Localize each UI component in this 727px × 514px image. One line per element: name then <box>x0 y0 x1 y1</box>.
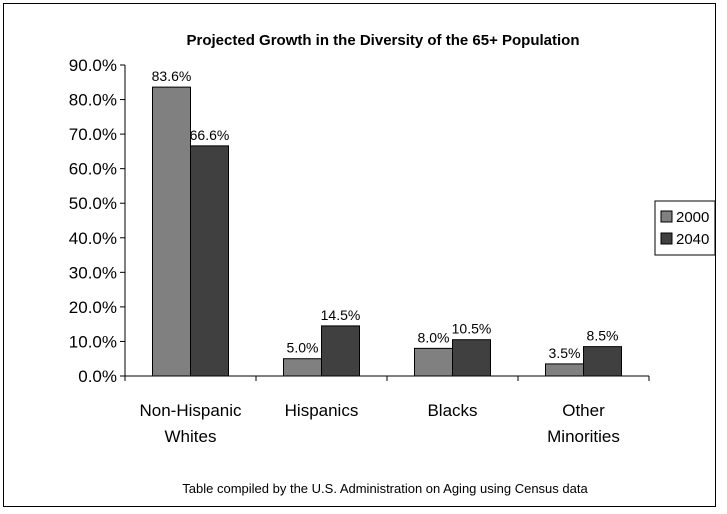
bar-2040 <box>583 346 622 377</box>
data-label: 66.6% <box>190 127 230 143</box>
legend-swatch-2040 <box>660 232 673 245</box>
data-labels: 83.6% 66.6% 5.0% 14.5% 8.0%10.5% 3.5% 8.5% <box>152 68 619 361</box>
bar-2040 <box>452 339 491 377</box>
bar-2000 <box>545 363 584 377</box>
bar-2040 <box>321 325 360 377</box>
category-label: Whites <box>165 427 217 446</box>
legend-swatch-2000 <box>660 210 673 223</box>
category-label: Other <box>562 401 605 420</box>
y-tick-label: 40.0% <box>69 229 117 248</box>
category-label: Hispanics <box>285 401 359 420</box>
bar-2000 <box>283 358 322 377</box>
category-label: Non-Hispanic <box>139 401 242 420</box>
y-axis: 0.0% 10.0% 20.0% 30.0% 40.0% 50.0% 60.0% 70.0% 8… <box>69 56 126 386</box>
legend: 2000 2040 <box>654 200 716 256</box>
chart-frame: Projected Growth in the Diversity of the… <box>3 3 716 507</box>
data-label: 5.0% <box>287 340 319 356</box>
data-label: 3.5% <box>549 345 581 361</box>
y-tick-label: 10.0% <box>69 332 117 351</box>
footnote: Table compiled by the U.S. Administratio… <box>182 481 588 496</box>
bar-chart: Projected Growth in the Diversity of the… <box>69 32 716 496</box>
legend-box <box>654 200 716 256</box>
y-tick-label: 90.0% <box>69 56 117 75</box>
data-label: 14.5% <box>321 307 361 323</box>
data-label: 83.6% <box>152 68 192 84</box>
data-label: 10.5% <box>452 321 492 337</box>
data-label: 8.0% <box>418 329 450 345</box>
bars <box>152 86 622 377</box>
y-tick-label: 50.0% <box>69 194 117 213</box>
y-tick-label: 60.0% <box>69 160 117 179</box>
y-tick-label: 20.0% <box>69 298 117 317</box>
data-label: 8.5% <box>587 328 619 344</box>
bar-2000 <box>414 347 453 377</box>
bar-2040 <box>190 145 229 377</box>
y-tick-label: 30.0% <box>69 263 117 282</box>
y-tick-label: 0.0% <box>78 367 117 386</box>
category-label: Minorities <box>547 427 620 446</box>
bar-2000 <box>152 86 191 377</box>
legend-label: 2040 <box>676 231 709 248</box>
category-label: Blacks <box>427 401 477 420</box>
chart-title: Projected Growth in the Diversity of the… <box>187 32 580 49</box>
legend-label: 2000 <box>676 209 709 226</box>
y-tick-label: 80.0% <box>69 91 117 110</box>
y-tick-label: 70.0% <box>69 125 117 144</box>
x-axis: Non-Hispanic Whites Hispanics Blacks Other Mi… <box>124 375 650 446</box>
